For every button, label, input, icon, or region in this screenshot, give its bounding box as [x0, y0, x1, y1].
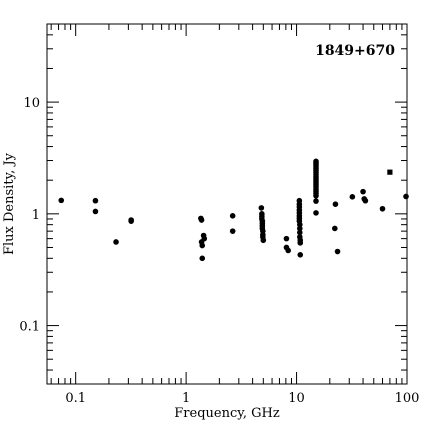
data-point: [362, 197, 369, 204]
data-point: [199, 242, 206, 249]
x-tick-label: 10: [288, 391, 305, 406]
x-axis-label: Frequency, GHz: [174, 406, 280, 421]
data-point: [332, 225, 338, 232]
data-point: [285, 247, 291, 254]
data-point: [260, 237, 267, 244]
data-point: [258, 205, 265, 211]
axis-ticks: [47, 23, 408, 385]
data-point: [313, 198, 319, 204]
data-point: [128, 217, 134, 223]
data-point: [332, 201, 339, 207]
data-point: [349, 194, 356, 200]
data-point: [92, 208, 99, 215]
plot-frame: [46, 23, 408, 385]
data-point: [297, 240, 304, 246]
data-point: [297, 229, 303, 236]
data-point: [283, 235, 290, 242]
y-tick-label: 10: [23, 96, 40, 111]
y-tick-label: 0.1: [19, 320, 40, 335]
data-point: [360, 188, 366, 195]
data-points: [58, 158, 409, 262]
data-point: [297, 225, 303, 232]
data-point: [201, 235, 208, 242]
x-tick-label: 1: [182, 391, 190, 406]
data-point: [198, 217, 205, 223]
x-tick-label: 0.1: [65, 391, 86, 406]
data-point: [199, 255, 206, 262]
data-point: [379, 205, 386, 212]
data-point-square: [387, 169, 393, 175]
y-tick-label: 1: [32, 208, 40, 223]
chart-title: 1849+670: [315, 43, 395, 59]
data-point: [313, 210, 319, 216]
data-point: [229, 228, 236, 234]
axis-tick-labels: 0.1 1 10 100 0.1 1 10: [19, 96, 419, 406]
data-point: [229, 213, 236, 219]
data-point: [403, 193, 409, 200]
data-point: [313, 193, 319, 199]
data-point: [113, 239, 119, 245]
y-axis-label: Flux Density, Jy: [2, 152, 17, 255]
data-point: [297, 251, 304, 258]
x-tick-label: 100: [395, 391, 420, 406]
data-point: [334, 248, 341, 255]
data-point: [92, 197, 99, 204]
data-point: [58, 197, 65, 204]
